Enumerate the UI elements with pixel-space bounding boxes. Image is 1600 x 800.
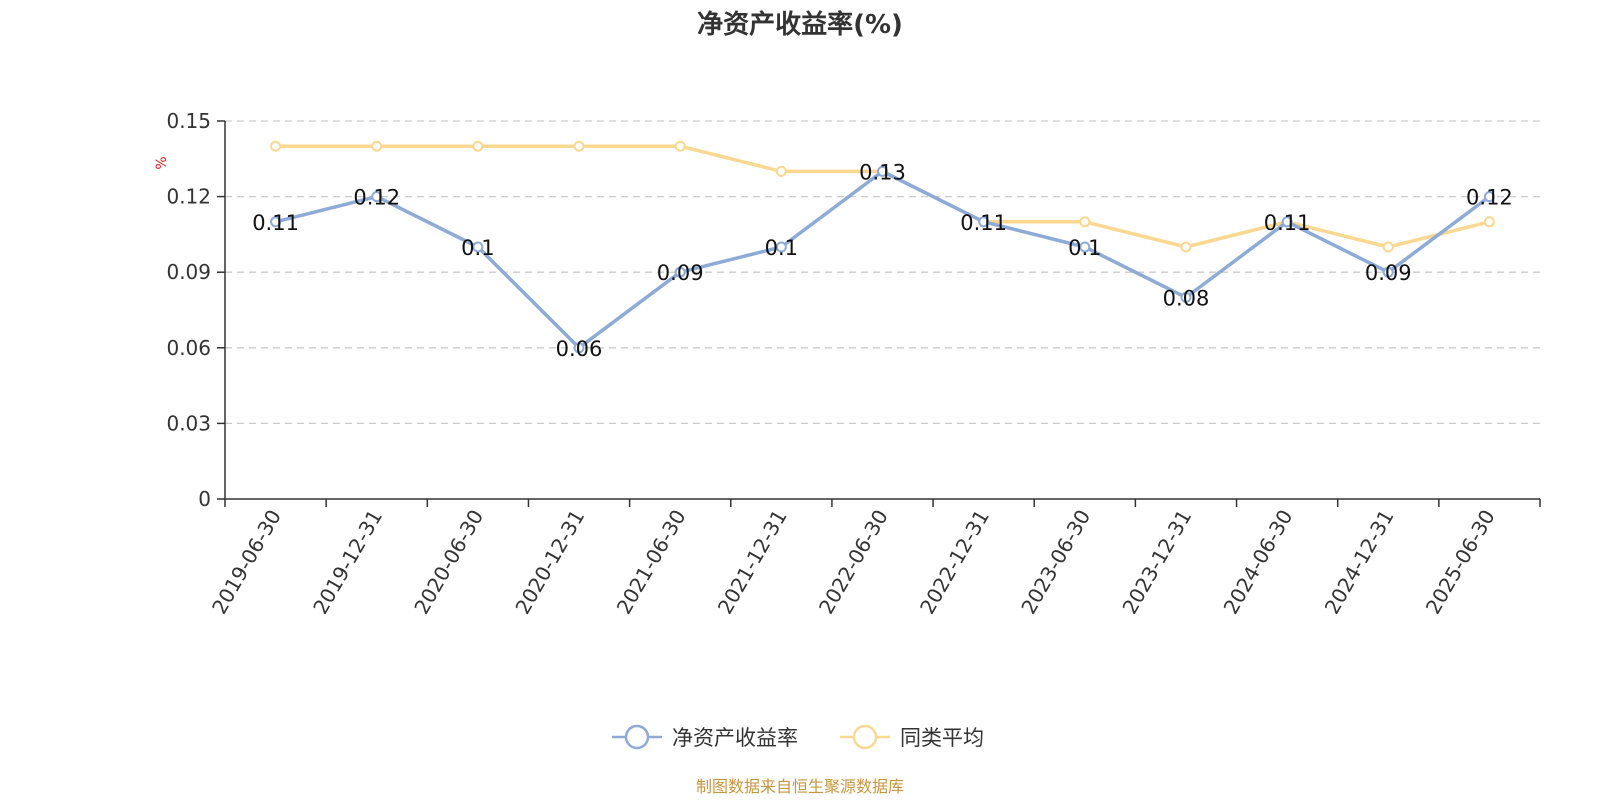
- y-tick-label: 0.15: [166, 109, 211, 133]
- data-label: 0.11: [1264, 211, 1311, 235]
- y-tick-label: 0.06: [166, 336, 211, 360]
- legend[interactable]: 净资产收益率 同类平均: [612, 724, 984, 750]
- data-point-peer-average: [1382, 241, 1394, 253]
- data-label: 0.1: [1068, 236, 1101, 260]
- x-tick-label: 2020-12-31: [510, 506, 589, 619]
- data-label: 0.06: [556, 337, 603, 361]
- data-point-roe: [270, 216, 282, 228]
- data-point-roe: [573, 342, 585, 354]
- legend-item-peer-average[interactable]: 同类平均: [840, 724, 984, 750]
- data-label: 0.09: [1365, 261, 1412, 285]
- data-point-roe: [877, 165, 888, 177]
- legend-label: 同类平均: [900, 726, 984, 750]
- data-label: 0.1: [765, 236, 798, 260]
- data-point-roe: [1180, 291, 1192, 303]
- data-point-peer-average: [1483, 216, 1495, 228]
- data-labels: 0.11 0.12 0.1 0.06 0.09 0.1 0.13 0.11 0.1 0.08 0.1…: [252, 160, 1513, 360]
- x-tick-label: 2021-12-31: [713, 506, 792, 619]
- grid-lines: [225, 120, 1540, 425]
- y-tick-label: 0.03: [166, 411, 211, 435]
- x-tick-label: 2019-06-30: [207, 506, 286, 619]
- data-point-peer-average: [472, 140, 484, 152]
- data-label: 0.08: [1163, 286, 1210, 310]
- data-label: 0.13: [859, 160, 906, 184]
- data-point-roe: [472, 241, 484, 253]
- data-label: 0.12: [353, 186, 400, 210]
- x-tick-label: 2023-06-30: [1016, 506, 1095, 619]
- x-tick-label: 2025-06-30: [1421, 506, 1500, 619]
- data-point-roe: [1483, 191, 1495, 203]
- y-tick-label: 0.09: [166, 260, 211, 284]
- data-point-peer-average: [1079, 216, 1091, 228]
- x-tick-label: 2021-06-30: [612, 506, 691, 619]
- x-tick-label: 2023-12-31: [1117, 506, 1196, 619]
- data-point-roe: [1079, 241, 1091, 253]
- x-tick-label: 2022-06-30: [814, 506, 893, 619]
- x-tick-label: 2024-06-30: [1219, 506, 1298, 619]
- chart-title: 净资产收益率(%): [697, 9, 903, 40]
- legend-marker-icon: [624, 724, 650, 750]
- series-lines: [270, 140, 1495, 354]
- x-tick-label: 2019-12-31: [308, 506, 387, 619]
- data-point-peer-average: [775, 165, 787, 177]
- x-tick-label: 2022-12-31: [915, 506, 994, 619]
- data-point-roe: [371, 191, 383, 203]
- y-tick-label: 0: [198, 487, 211, 511]
- data-point-roe: [674, 266, 686, 278]
- data-point-peer-average: [674, 140, 686, 152]
- data-point-peer-average: [1180, 241, 1192, 253]
- data-point-peer-average: [371, 140, 383, 152]
- data-source-note: 制图数据来自恒生聚源数据库: [696, 777, 904, 796]
- data-label: 0.1: [461, 236, 494, 260]
- data-point-roe: [1382, 266, 1394, 278]
- series-line-roe: [275, 169, 1491, 350]
- legend-marker-icon: [852, 724, 878, 750]
- legend-label: 净资产收益率: [672, 726, 798, 750]
- data-point-roe: [978, 216, 990, 228]
- data-label: 0.09: [657, 261, 704, 285]
- data-label: 0.12: [1466, 186, 1513, 210]
- data-label: 0.11: [252, 211, 299, 235]
- x-tick-label: 2020-06-30: [409, 506, 488, 619]
- data-label: 0.11: [960, 211, 1007, 235]
- data-point-peer-average: [573, 140, 585, 152]
- data-point-roe: [775, 241, 787, 253]
- data-point-peer-average: [270, 140, 282, 152]
- data-point-roe: [1281, 216, 1293, 228]
- y-axis-unit-label: %: [154, 156, 170, 169]
- legend-item-roe[interactable]: 净资产收益率: [612, 724, 798, 750]
- y-tick-label: 0.12: [166, 185, 211, 209]
- x-tick-label: 2024-12-31: [1320, 506, 1399, 619]
